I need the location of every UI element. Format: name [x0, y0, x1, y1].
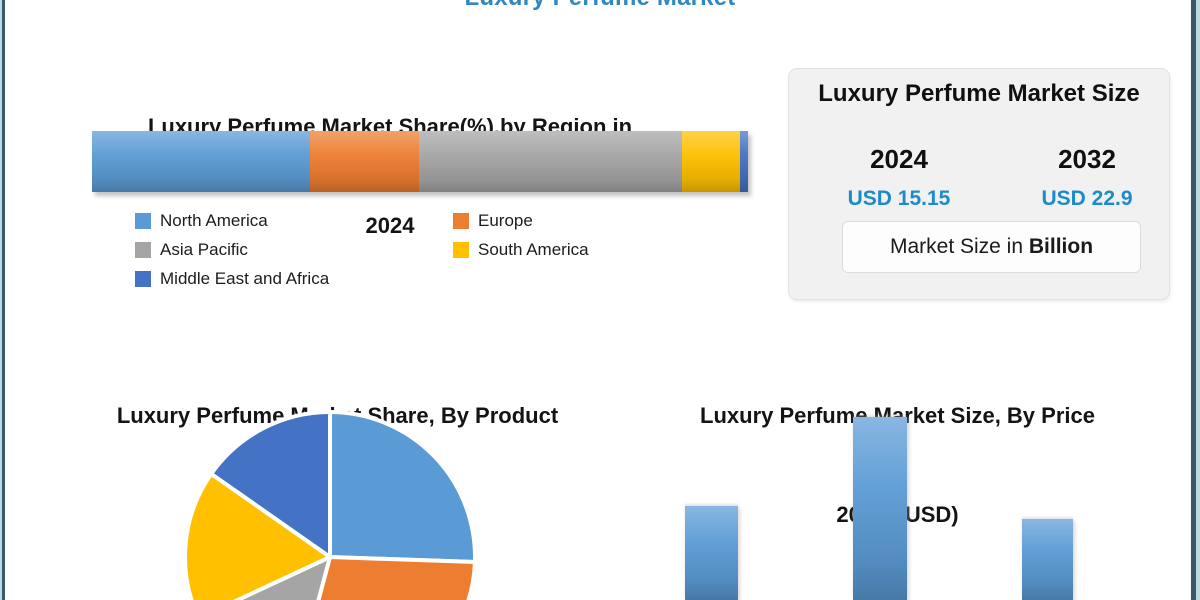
- legend-label-europe: Europe: [478, 210, 533, 230]
- region-segment-asia-pacific: [418, 131, 682, 192]
- legend-label-north-america: North America: [160, 210, 268, 230]
- unit-text: Market Size in: [889, 235, 1029, 258]
- legend-label-south-america: South America: [478, 239, 589, 259]
- region-segment-north-america: [92, 131, 310, 192]
- pie-slice-4: [183, 471, 332, 600]
- legend-item-asia-pacific: Asia Pacific: [135, 240, 453, 260]
- region-segment-middle-east-and-africa: [740, 131, 748, 192]
- market-size-2032-value: USD 22.9: [1041, 187, 1133, 210]
- market-size-unit-box: Market Size in Billion: [842, 221, 1141, 273]
- price-chart-title: Luxury Perfume Market Size, By Price 202…: [650, 333, 1145, 597]
- price-bar-3: [1022, 519, 1073, 600]
- pie-slice-2: [316, 555, 477, 600]
- market-size-panel: Luxury Perfume Market Size 2024 2032 USD…: [788, 68, 1170, 300]
- price-chart-title-line1: Luxury Perfume Market Size, By Price: [700, 403, 1095, 428]
- market-size-2024-value: USD 15.15: [847, 187, 951, 210]
- region-stacked-bar: [92, 131, 748, 192]
- legend-swatch-middle-east-and-africa: [135, 270, 151, 287]
- pie-slice-5: [209, 410, 332, 559]
- region-legend: North America Europe Asia Pacific South Ame…: [135, 206, 589, 293]
- region-segment-south-america: [681, 131, 741, 192]
- legend-item-middle-east-and-africa: Middle East and Africa: [135, 269, 453, 289]
- right-frame-outer-line: [1196, 0, 1200, 600]
- year-2032-label: 2032: [1058, 144, 1116, 174]
- legend-swatch-north-america: [135, 212, 151, 229]
- price-bar-2: [853, 417, 907, 600]
- unit-text-bold: Billion: [1028, 235, 1094, 258]
- legend-swatch-europe: [453, 212, 469, 229]
- legend-swatch-south-america: [453, 241, 469, 258]
- region-chart-title-line2: 2024: [365, 213, 415, 238]
- main-title: Luxury Perfume Market: [0, 0, 1200, 12]
- legend-item-europe: Europe: [453, 211, 589, 231]
- left-frame-line: [2, 0, 5, 600]
- legend-swatch-asia-pacific: [135, 241, 151, 258]
- region-segment-europe: [309, 131, 419, 192]
- left-frame-outer-line: [0, 0, 2, 600]
- price-bar-1: [685, 506, 738, 600]
- year-2024-label: 2024: [870, 144, 928, 174]
- pie-slice-1: [328, 410, 477, 565]
- legend-label-middle-east-and-africa: Middle East and Africa: [160, 268, 330, 288]
- legend-item-south-america: South America: [453, 240, 589, 260]
- product-pie-chart: [183, 410, 477, 600]
- legend-item-north-america: North America: [135, 211, 453, 231]
- market-size-panel-title: Luxury Perfume Market Size: [818, 80, 1140, 107]
- right-frame-line: [1191, 0, 1196, 600]
- legend-label-asia-pacific: Asia Pacific: [160, 239, 248, 259]
